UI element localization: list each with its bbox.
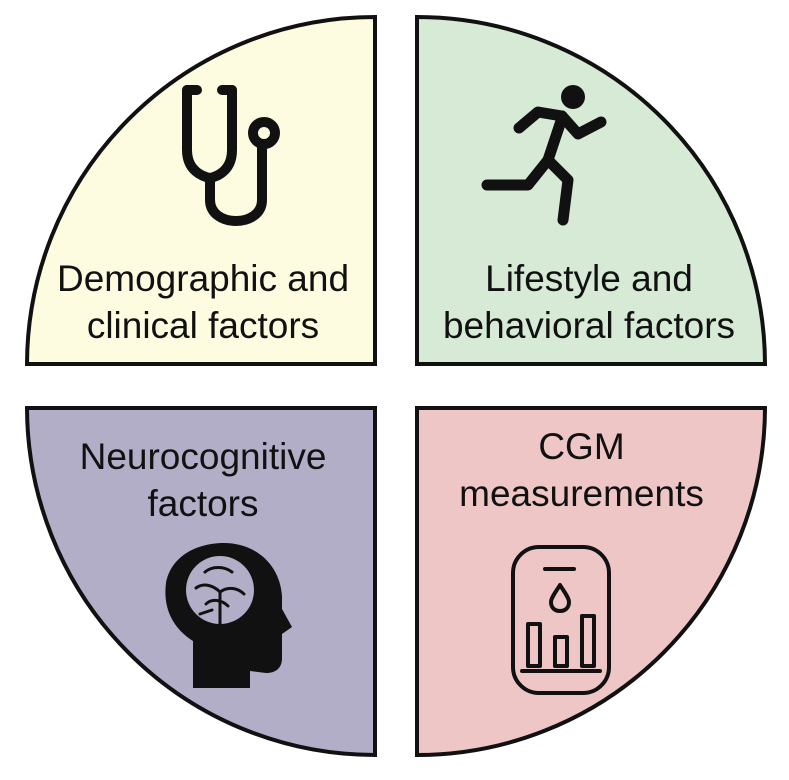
running-person-icon (481, 85, 607, 226)
quadrant-cgm-measurements (415, 406, 768, 758)
demographic-clinical-line-1: Demographic and (56, 258, 350, 299)
neurocognitive-line-2: factors (147, 483, 259, 524)
cgm-line-1: CGM (538, 426, 625, 467)
lifestyle-behavioral-line-1: Lifestyle and (485, 258, 693, 299)
neurocognitive-line-1: Neurocognitive (79, 436, 327, 477)
neurocognitive-label: Neurocognitive factors (28, 433, 378, 527)
demographic-clinical-label: Demographic and clinical factors (28, 255, 378, 349)
lifestyle-behavioral-label: Lifestyle and behavioral factors (414, 255, 764, 349)
cgm-line-2: measurements (459, 473, 704, 514)
quadrant-demographic-clinical (24, 14, 377, 366)
glucose-monitor-icon (511, 545, 611, 695)
demographic-clinical-line-2: clinical factors (86, 305, 320, 346)
lifestyle-behavioral-line-2: behavioral factors (442, 305, 736, 346)
cgm-measurements-label: CGM measurements (414, 423, 749, 517)
stethoscope-icon (182, 85, 280, 226)
quadrant-lifestyle-behavioral (415, 14, 768, 366)
brain-head-icon (165, 543, 292, 688)
